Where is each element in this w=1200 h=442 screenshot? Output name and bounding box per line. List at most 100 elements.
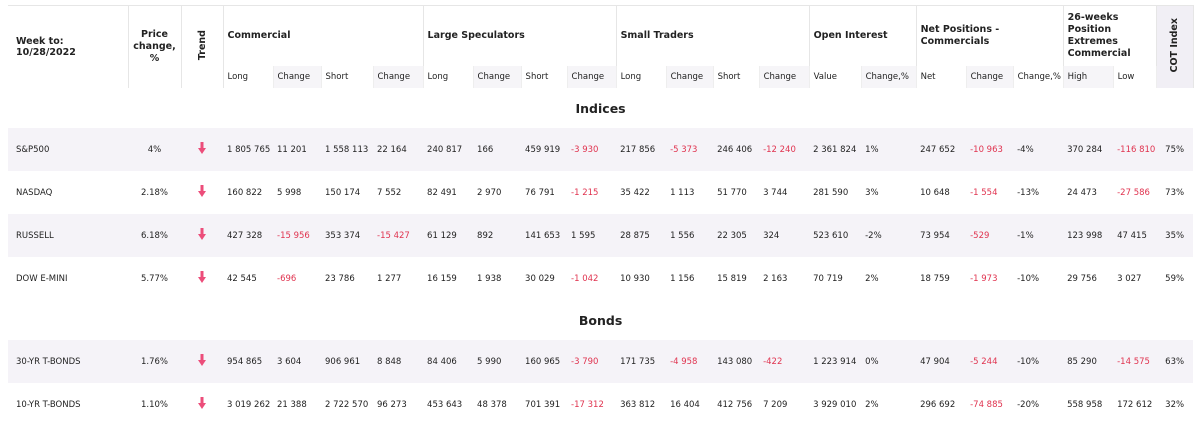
trend-header: Trend: [181, 5, 224, 88]
subheader: Value: [809, 66, 862, 88]
instrument-name: 30-YR T-BONDS: [8, 340, 128, 383]
value-cell: -14 575: [1113, 340, 1157, 383]
value-cell: -15 956: [273, 214, 321, 257]
value-cell: -17 312: [571, 399, 604, 410]
trend-cell: [181, 171, 223, 214]
group-header: Commercial: [223, 5, 424, 66]
value-cell: 2 722 570: [325, 399, 369, 410]
instrument-name: DOW E-MINI: [16, 273, 68, 284]
value-cell: 70 719: [813, 273, 843, 284]
value-cell: 11 201: [273, 128, 321, 171]
price-change: 1.76%: [128, 340, 181, 383]
instrument-name: 10-YR T-BONDS: [16, 399, 81, 410]
subheader: Change: [759, 66, 810, 88]
trend-cell: [181, 383, 223, 426]
value-cell: -3 790: [567, 340, 617, 383]
week-label: Week to:: [16, 36, 64, 47]
week-date: 10/28/2022: [16, 47, 76, 58]
value-cell: -10 963: [966, 128, 1014, 171]
value-cell: 3%: [865, 187, 879, 198]
subheader: Change: [966, 66, 1014, 88]
trend-cell: [181, 257, 223, 300]
value-cell: 453 643: [427, 399, 463, 410]
value-cell: 51 770: [717, 187, 747, 198]
value-cell: 5 998: [277, 187, 302, 198]
trend-cell: [181, 340, 223, 383]
subheader: Net: [916, 66, 967, 88]
value-cell: 1 277: [377, 273, 402, 284]
header-row: Week to: 10/28/2022 Price change, % Trend Co…: [8, 5, 1194, 88]
value-cell: -5 373: [666, 128, 714, 171]
value-cell: 3 744: [763, 187, 788, 198]
subheader: High: [1063, 66, 1114, 88]
value-cell: 171 735: [616, 340, 667, 383]
value-cell: 2 163: [763, 273, 788, 284]
value-cell: -15 427: [373, 214, 424, 257]
value-cell: -13%: [1017, 187, 1040, 198]
value-cell: -20%: [1017, 399, 1040, 410]
value-cell: 3 929 010: [813, 399, 857, 410]
data-row: S&P500 4% 1 805 765 11 201 1 558 113 22 164 24…: [8, 128, 1194, 171]
value-cell: -1 042: [571, 273, 599, 284]
value-cell: 22 305: [713, 214, 760, 257]
trend-arrow: [198, 271, 206, 283]
cot-index: 73%: [1165, 187, 1185, 198]
subheader: Long: [223, 66, 274, 88]
value-cell: 8 848: [373, 340, 424, 383]
value-cell: 42 545: [227, 273, 257, 284]
subheader: Change: [473, 66, 522, 88]
trend-arrow: [198, 142, 206, 154]
value-cell: 73 954: [916, 214, 967, 257]
subheader: Change: [567, 66, 617, 88]
value-cell: 29 756: [1067, 273, 1097, 284]
data-row: NASDAQ 2.18% 160 822 5 998 150 174 7 552 82 49…: [8, 171, 1193, 214]
cot-index: 63%: [1156, 340, 1194, 383]
value-cell: 48 378: [477, 399, 507, 410]
value-cell: 3 027: [1117, 273, 1142, 284]
value-cell: 1 156: [670, 273, 695, 284]
cot-index-label: COT Index: [1169, 18, 1181, 73]
value-cell: 47 415: [1113, 214, 1157, 257]
group-header: Open Interest: [809, 5, 917, 66]
group-header: Net Positions - Commercials: [916, 5, 1064, 66]
value-cell: 21 388: [277, 399, 307, 410]
arrow-shape: [198, 271, 206, 283]
value-cell: -1 973: [970, 273, 998, 284]
value-cell: 954 865: [223, 340, 273, 383]
price-change: 1.10%: [140, 399, 168, 410]
cot-index: 75%: [1156, 128, 1194, 171]
value-cell: -1 554: [970, 187, 998, 198]
subheader: Short: [713, 66, 760, 88]
value-cell: -4%: [1013, 128, 1064, 171]
value-cell: 30 029: [525, 273, 555, 284]
value-cell: 16 404: [670, 399, 700, 410]
data-row: RUSSELL 6.18% 427 328 -15 956 353 374 -15 427…: [8, 214, 1194, 257]
trend-arrow: [198, 185, 206, 197]
value-cell: 85 290: [1063, 340, 1114, 383]
value-cell: 1 223 914: [809, 340, 862, 383]
arrow-shape: [198, 228, 206, 240]
value-cell: 160 822: [227, 187, 263, 198]
value-cell: 523 610: [809, 214, 862, 257]
value-cell: 2%: [865, 399, 879, 410]
value-cell: 3 019 262: [227, 399, 271, 410]
value-cell: 172 612: [1117, 399, 1153, 410]
value-cell: -4 958: [666, 340, 714, 383]
value-cell: 47 904: [916, 340, 967, 383]
value-cell: 324: [759, 214, 810, 257]
price-change: 6.18%: [128, 214, 181, 257]
value-cell: 240 817: [423, 128, 474, 171]
data-row: 30-YR T-BONDS 1.76% 954 865 3 604 906 961 8 8…: [8, 340, 1194, 383]
value-cell: 2 361 824: [809, 128, 862, 171]
value-cell: 35 422: [620, 187, 650, 198]
subheader-row: Long Change Short Change Long Change Short Chan…: [8, 66, 1193, 88]
value-cell: -1 215: [571, 187, 599, 198]
section-title: Bonds: [578, 312, 623, 328]
value-cell: 141 653: [521, 214, 568, 257]
group-header: Large Speculators: [423, 5, 617, 66]
value-cell: 412 756: [717, 399, 753, 410]
value-cell: -12 240: [759, 128, 810, 171]
value-cell: 22 164: [373, 128, 424, 171]
price-change: 2.18%: [140, 187, 168, 198]
